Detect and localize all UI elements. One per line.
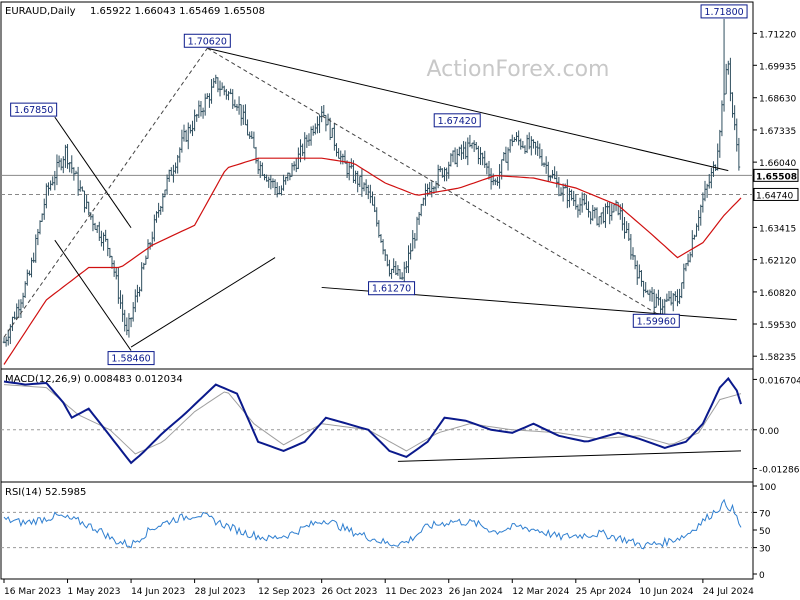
- price-label: 1.58460: [111, 354, 150, 365]
- price-label: 1.71800: [704, 7, 743, 18]
- trendline-solid: [130, 257, 276, 348]
- rsi-line: [3, 498, 742, 550]
- trendline-dashed: [207, 47, 657, 314]
- price-tick-label: 1.62120: [759, 257, 796, 267]
- price-tick-label: 1.69935: [759, 62, 796, 72]
- price-axis: 1.71220 1.69935 1.68630 1.67335 1.66040 1.647…: [753, 30, 799, 363]
- rsi-tick-label: 0: [759, 571, 765, 581]
- macd-layer: 0.016704 0.00 -0.012869: [1, 376, 800, 476]
- trendline-solid: [207, 47, 729, 172]
- trendline-dashed: [3, 47, 208, 338]
- price-label-box: [700, 4, 748, 19]
- price-tick-label: 1.68630: [759, 95, 796, 105]
- price-label-box: [433, 113, 481, 128]
- price-tag-label: 1.65508: [756, 172, 797, 182]
- x-tick-label: 14 Jun 2023: [131, 587, 185, 597]
- rsi-tick-label: 50: [759, 527, 771, 537]
- price-tick-label: 1.66040: [759, 159, 796, 169]
- ma-line: [3, 157, 742, 365]
- price-tick-label: 1.67335: [759, 127, 796, 137]
- x-tick-label: 26 Jan 2024: [449, 587, 503, 597]
- rsi-tick-label: 100: [759, 483, 776, 493]
- price-tick-label: 1.60820: [759, 289, 796, 299]
- trendlines: [3, 47, 737, 351]
- x-tick-label: 12 Mar 2024: [512, 587, 569, 597]
- level-tag-label: 1.64740: [756, 191, 793, 201]
- trendline-solid: [54, 116, 132, 229]
- moving-average: [3, 157, 742, 365]
- price-label-box: [368, 281, 416, 296]
- price-label: 1.67420: [438, 116, 477, 127]
- x-tick-label: 11 Dec 2023: [385, 587, 443, 597]
- x-tick-label: 26 Oct 2023: [322, 587, 378, 597]
- x-tick-label: 12 Sep 2023: [258, 587, 315, 597]
- macd-tick-label: -0.012869: [759, 466, 800, 476]
- x-tick-label: 16 Mar 2023: [4, 587, 61, 597]
- price-label: 1.67850: [14, 105, 53, 116]
- level-tag: [753, 187, 799, 201]
- x-tick-label: 24 Jul 2024: [703, 587, 754, 597]
- price-tick-label: 1.71220: [759, 30, 796, 40]
- x-tick-label: 28 Jul 2023: [195, 587, 246, 597]
- macd-trendline: [397, 450, 742, 462]
- macd-signal-line: [3, 384, 742, 455]
- price-bars: [2, 18, 741, 347]
- price-label: 1.59960: [637, 316, 676, 327]
- x-axis: 16 Mar 2023 1 May 2023 14 Jun 2023 28 Jul 2…: [3, 579, 754, 597]
- price-tick-label: 1.63415: [759, 224, 796, 234]
- rsi-tick-label: 30: [759, 545, 771, 555]
- x-tick-label: 25 Apr 2024: [576, 587, 632, 597]
- price-labels: 1.67850 1.58460 1.70620 1.61270 1.67420 1.599…: [10, 4, 748, 366]
- price-label-box: [107, 351, 155, 366]
- chart-ohlc: 1.65922 1.66043 1.65469 1.65508: [90, 6, 265, 17]
- macd-line: [3, 376, 742, 465]
- trendline-solid: [54, 239, 132, 351]
- x-tick-label: 1 May 2023: [68, 587, 121, 597]
- watermark: ActionForex.com: [427, 57, 610, 82]
- price-tick-label: 1.59530: [759, 321, 796, 331]
- rsi-title: RSI(14) 52.5985: [5, 487, 86, 498]
- macd-tick-label: 0.00: [759, 427, 779, 437]
- price-label: 1.61270: [372, 284, 411, 295]
- price-tag: [753, 168, 799, 182]
- macd-tick-label: 0.016704: [759, 376, 800, 386]
- price-label-box: [632, 313, 680, 328]
- price-label-box: [10, 102, 58, 117]
- price-label-box: [183, 33, 231, 48]
- x-tick-label: 10 Jun 2024: [639, 587, 693, 597]
- rsi-layer: 100 70 50 30 0: [1, 483, 776, 581]
- price-grid-lines: [1, 174, 753, 195]
- macd-title: MACD(12,26,9) 0.008483 0.012034: [5, 374, 183, 385]
- chart-symbol: EURAUD,Daily: [5, 6, 76, 17]
- rsi-tick-label: 70: [759, 509, 771, 519]
- price-tick-label: 1.58235: [759, 353, 796, 363]
- price-label: 1.70620: [188, 36, 227, 47]
